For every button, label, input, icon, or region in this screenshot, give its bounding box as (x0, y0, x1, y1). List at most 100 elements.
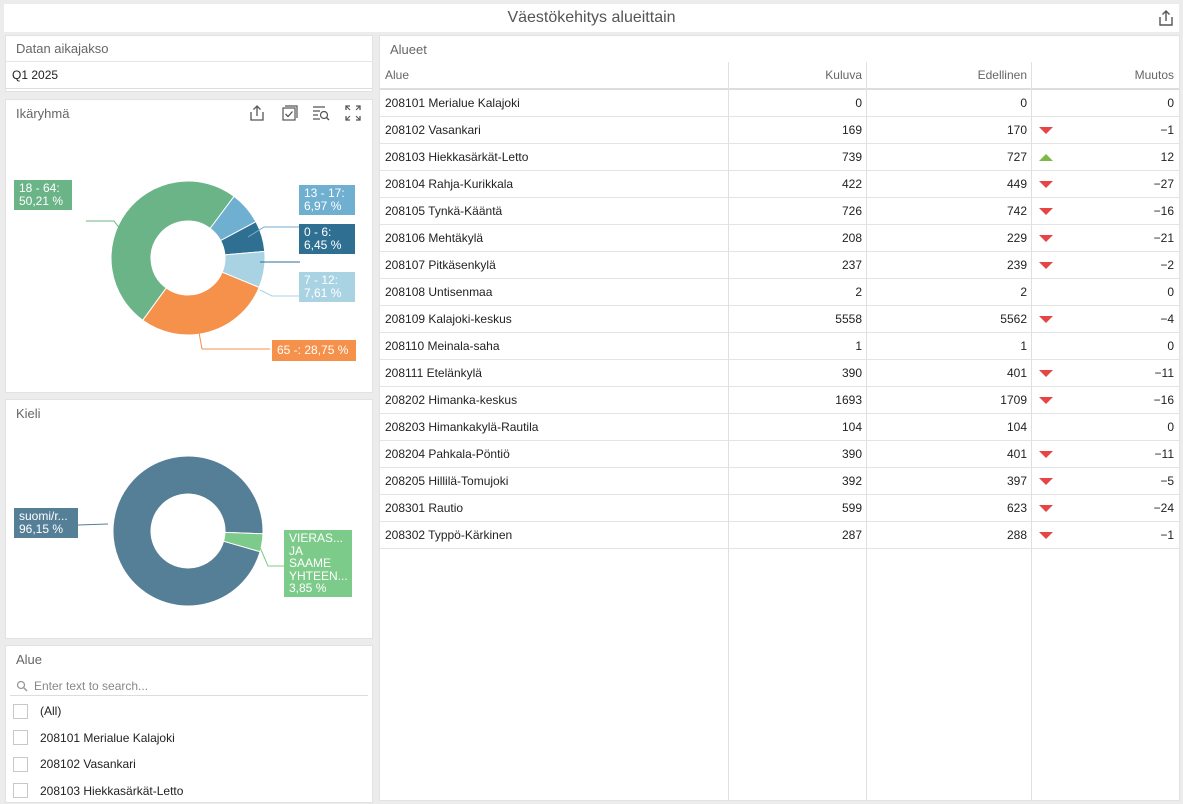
cell-current: 1693 (729, 386, 867, 414)
cell-change: −27 (1032, 170, 1179, 198)
period-title: Datan aikajakso (6, 36, 372, 62)
trend-down-icon (1039, 450, 1053, 458)
cell-area: 208301 Rautio (380, 494, 729, 522)
trend-down-icon (1039, 180, 1053, 188)
cell-previous: 239 (867, 251, 1032, 279)
column-header-current[interactable]: Kuluva (729, 62, 867, 90)
age-panel: Ikäryhmä 18 - 64: 50,21 % (5, 99, 373, 393)
column-header-change[interactable]: Muutos (1032, 62, 1179, 90)
table-row[interactable]: 208105 Tynkä-Kääntä 726 742 −16 (380, 197, 1179, 225)
dashboard-title: Väestökehitys alueittain (507, 9, 676, 26)
age-label-7-12: 7 - 12: 7,61 % (299, 272, 355, 302)
table-row[interactable]: 208106 Mehtäkylä 208 229 −21 (380, 224, 1179, 252)
area-option-all[interactable]: (All) (6, 698, 372, 725)
area-checkbox-list: (All) 208101 Merialue Kalajoki 208102 Va… (6, 698, 372, 803)
table-row[interactable]: 208107 Pitkäsenkylä 237 239 −2 (380, 251, 1179, 279)
table-header-row: Alue Kuluva Edellinen Muutos (380, 62, 1179, 90)
cell-change: 0 (1032, 332, 1179, 360)
language-slice-1[interactable] (222, 531, 264, 553)
table-row[interactable]: 208108 Untisenmaa 2 2 0 (380, 278, 1179, 306)
change-value: 12 (1160, 149, 1174, 164)
cell-previous: 2 (867, 278, 1032, 306)
language-donut-chart (77, 455, 284, 607)
areas-grid-title: Alueet (390, 41, 427, 57)
checkbox[interactable] (13, 783, 28, 799)
maximize-icon[interactable] (344, 104, 362, 122)
cell-previous: 170 (867, 116, 1032, 144)
export-icon[interactable] (248, 104, 266, 122)
age-toolbar (248, 104, 362, 122)
table-row[interactable]: 208302 Typpö-Kärkinen 287 288 −1 (380, 521, 1179, 549)
search-icon (16, 680, 28, 691)
table-row[interactable]: 208202 Himanka-keskus 1693 1709 −16 (380, 386, 1179, 414)
checkbox[interactable] (13, 730, 28, 746)
age-label-65: 65 -: 28,75 % (272, 340, 356, 361)
export-icon[interactable] (1157, 8, 1175, 28)
area-search-input[interactable] (34, 678, 334, 693)
area-option[interactable]: 208102 Vasankari (6, 751, 372, 778)
area-filter-title: Alue (16, 651, 43, 667)
table-row[interactable]: 208103 Hiekkasärkät-Letto 739 727 12 (380, 143, 1179, 171)
cell-current: 1 (729, 332, 867, 360)
cell-change: −1 (1032, 116, 1179, 144)
column-header-previous[interactable]: Edellinen (867, 62, 1032, 90)
multiselect-icon[interactable] (280, 104, 298, 122)
area-option[interactable]: 208101 Merialue Kalajoki (6, 725, 372, 752)
table-row[interactable]: 208204 Pahkala-Pöntiö 390 401 −11 (380, 440, 1179, 468)
change-value: 0 (1167, 338, 1174, 353)
cell-area: 208107 Pitkäsenkylä (380, 251, 729, 279)
cell-current: 2 (729, 278, 867, 306)
cell-current: 208 (729, 224, 867, 252)
change-value: −4 (1160, 311, 1174, 326)
age-slice-4[interactable] (142, 271, 260, 336)
table-row[interactable]: 208301 Rautio 599 623 −24 (380, 494, 1179, 522)
column-header-area[interactable]: Alue (380, 62, 729, 90)
language-slice-0[interactable] (112, 455, 264, 607)
cell-area: 208205 Hillilä-Tomujoki (380, 467, 729, 495)
change-value: −5 (1160, 473, 1174, 488)
cell-area: 208109 Kalajoki-keskus (380, 305, 729, 333)
trend-down-icon (1039, 531, 1053, 539)
cell-area: 208111 Etelänkylä (380, 359, 729, 387)
cell-current: 390 (729, 359, 867, 387)
table-row[interactable]: 208109 Kalajoki-keskus 5558 5562 −4 (380, 305, 1179, 333)
trend-down-icon (1039, 234, 1053, 242)
checkbox[interactable] (13, 703, 28, 719)
change-value: −1 (1160, 527, 1174, 542)
cell-previous: 1 (867, 332, 1032, 360)
table-row[interactable]: 208104 Rahja-Kurikkala 422 449 −27 (380, 170, 1179, 198)
age-slice-0[interactable] (110, 180, 235, 321)
table-row[interactable]: 208111 Etelänkylä 390 401 −11 (380, 359, 1179, 387)
cell-previous: 623 (867, 494, 1032, 522)
option-label: 208101 Merialue Kalajoki (40, 730, 175, 745)
option-label: 208102 Vasankari (40, 757, 136, 772)
cell-current: 599 (729, 494, 867, 522)
table-row[interactable]: 208205 Hillilä-Tomujoki 392 397 −5 (380, 467, 1179, 495)
cell-previous: 742 (867, 197, 1032, 225)
cell-change: −2 (1032, 251, 1179, 279)
checkbox[interactable] (13, 756, 28, 772)
trend-down-icon (1039, 369, 1053, 377)
table-row[interactable]: 208101 Merialue Kalajoki 0 0 0 (380, 89, 1179, 117)
cell-area: 208102 Vasankari (380, 116, 729, 144)
inspect-data-icon[interactable] (312, 104, 330, 122)
dashboard-titlebar: Väestökehitys alueittain (4, 4, 1179, 32)
cell-current: 104 (729, 413, 867, 441)
areas-grid-panel: Alueet Alue Kuluva Edellinen Muutos 2081… (379, 35, 1180, 801)
cell-current: 392 (729, 467, 867, 495)
cell-area: 208108 Untisenmaa (380, 278, 729, 306)
area-option[interactable]: 208103 Hiekkasärkät-Letto (6, 778, 372, 803)
option-label: (All) (40, 704, 62, 719)
period-combobox[interactable]: Q1 2025 (6, 62, 372, 89)
cell-previous: 104 (867, 413, 1032, 441)
cell-change: −5 (1032, 467, 1179, 495)
cell-previous: 229 (867, 224, 1032, 252)
change-value: 0 (1167, 419, 1174, 434)
trend-down-icon (1039, 315, 1053, 323)
table-row[interactable]: 208110 Meinala-saha 1 1 0 (380, 332, 1179, 360)
cell-current: 169 (729, 116, 867, 144)
trend-down-icon (1039, 396, 1053, 404)
table-row[interactable]: 208203 Himankakylä-Rautila 104 104 0 (380, 413, 1179, 441)
table-row[interactable]: 208102 Vasankari 169 170 −1 (380, 116, 1179, 144)
cell-area: 208101 Merialue Kalajoki (380, 89, 729, 117)
